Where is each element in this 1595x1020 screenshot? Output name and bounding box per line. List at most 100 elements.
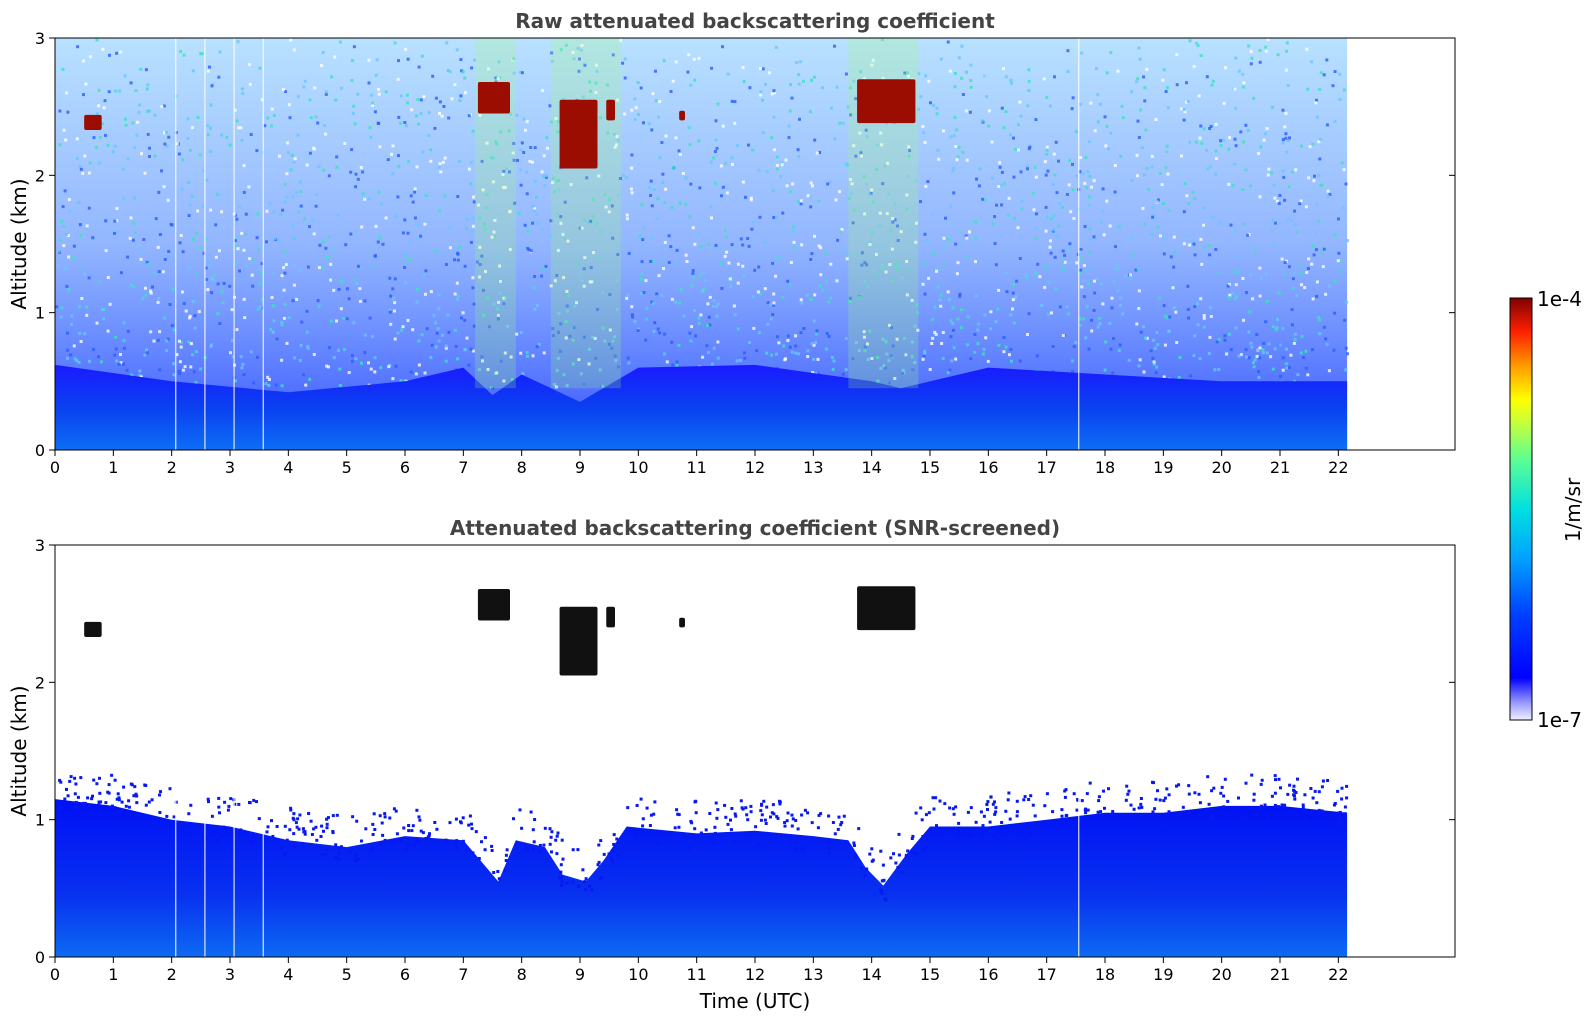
speckle — [351, 354, 354, 357]
speckle — [611, 859, 615, 863]
speckle — [371, 822, 375, 826]
speckle — [351, 112, 355, 115]
speckle — [1139, 797, 1143, 800]
speckle — [796, 200, 800, 204]
speckle — [885, 352, 889, 356]
speckle — [593, 336, 597, 340]
speckle — [887, 359, 891, 363]
speckle — [234, 379, 237, 383]
speckle — [351, 359, 354, 363]
speckle — [1079, 271, 1083, 275]
speckle — [938, 833, 942, 837]
speckle — [533, 146, 537, 150]
speckle — [922, 354, 926, 358]
speckle — [374, 73, 378, 77]
speckle — [870, 231, 874, 235]
speckle — [733, 840, 737, 844]
speckle — [1016, 226, 1020, 230]
speckle — [236, 247, 240, 251]
speckle — [332, 288, 336, 292]
speckle — [1027, 79, 1031, 83]
speckle — [467, 114, 471, 118]
speckle — [1060, 808, 1064, 812]
speckle — [231, 355, 235, 359]
speckle — [652, 259, 656, 263]
speckle — [685, 260, 689, 263]
colorbar-gradient — [1509, 297, 1533, 721]
speckle — [836, 238, 840, 242]
speckle — [1338, 269, 1342, 273]
speckle — [207, 800, 210, 804]
speckle — [950, 359, 954, 363]
speckle — [573, 304, 577, 308]
speckle — [692, 275, 696, 279]
speckle — [776, 816, 780, 820]
speckle — [395, 214, 399, 218]
speckle — [736, 262, 740, 266]
speckle — [444, 263, 448, 266]
speckle — [665, 360, 669, 364]
speckle — [280, 323, 284, 327]
speckle — [492, 156, 495, 160]
speckle — [419, 234, 423, 238]
speckle — [788, 345, 792, 349]
speckle — [540, 227, 544, 231]
speckle — [630, 191, 634, 195]
speckle — [424, 194, 428, 197]
speckle — [335, 155, 339, 159]
speckle — [1319, 138, 1323, 141]
x-tick-label: 6 — [400, 458, 410, 477]
speckle — [118, 89, 122, 93]
speckle — [502, 296, 506, 300]
speckle — [655, 834, 659, 837]
speckle — [815, 329, 819, 333]
speckle — [480, 159, 484, 163]
speckle — [502, 379, 506, 383]
colorbar-label: 1/m/sr — [1561, 477, 1585, 542]
speckle — [1165, 316, 1169, 320]
speckle — [1183, 110, 1187, 114]
speckle — [1075, 808, 1079, 812]
speckle — [1137, 806, 1141, 810]
speckle — [81, 171, 85, 175]
speckle — [1302, 808, 1306, 812]
speckle — [979, 829, 983, 833]
speckle — [1011, 291, 1015, 295]
speckle — [1136, 174, 1139, 178]
speckle — [772, 301, 776, 305]
speckle — [501, 173, 505, 176]
speckle — [1161, 78, 1165, 82]
speckle — [210, 84, 214, 88]
speckle — [325, 848, 328, 851]
speckle — [394, 809, 398, 813]
speckle — [97, 104, 101, 108]
speckle — [866, 285, 870, 288]
speckle — [1085, 269, 1089, 273]
speckle — [469, 182, 473, 186]
speckle — [1165, 144, 1169, 148]
speckle — [179, 49, 183, 53]
speckle — [633, 320, 637, 323]
speckle — [1244, 355, 1248, 359]
speckle — [393, 277, 397, 281]
speckle — [875, 274, 879, 278]
speckle — [1345, 796, 1349, 800]
speckle — [1083, 225, 1087, 228]
speckle — [429, 356, 433, 359]
speckle — [360, 361, 363, 365]
speckle — [555, 852, 559, 856]
speckle — [420, 333, 424, 337]
speckle — [660, 293, 664, 297]
speckle — [338, 384, 342, 387]
speckle — [193, 314, 197, 318]
speckle — [142, 238, 146, 241]
speckle — [788, 283, 792, 287]
speckle — [528, 159, 532, 163]
speckle — [1002, 181, 1006, 185]
speckle — [825, 280, 829, 283]
speckle — [247, 839, 251, 843]
speckle — [1215, 340, 1219, 344]
speckle — [615, 837, 619, 841]
speckle — [244, 212, 248, 216]
speckle — [97, 803, 101, 807]
